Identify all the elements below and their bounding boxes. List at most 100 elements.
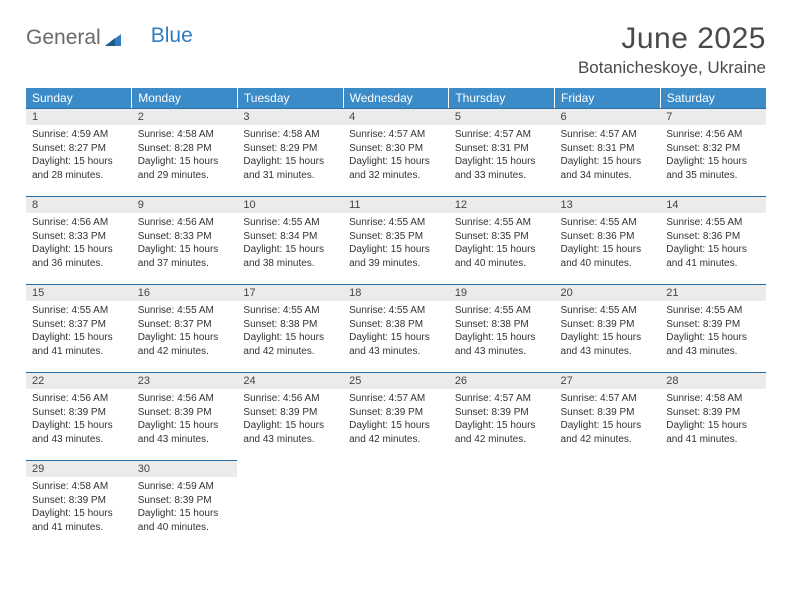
day-details: Sunrise: 4:57 AMSunset: 8:39 PMDaylight:… bbox=[449, 389, 555, 446]
daylight-line: Daylight: 15 hours and 40 minutes. bbox=[138, 507, 232, 534]
header: General Blue June 2025 Botanicheskoye, U… bbox=[26, 22, 766, 78]
sunset-line: Sunset: 8:37 PM bbox=[32, 318, 126, 332]
calendar-cell: 22 Sunrise: 4:56 AMSunset: 8:39 PMDayligh… bbox=[26, 372, 132, 460]
day-number: 8 bbox=[26, 196, 132, 213]
sunset-line: Sunset: 8:34 PM bbox=[243, 230, 337, 244]
sunrise-line: Sunrise: 4:55 AM bbox=[243, 304, 337, 318]
sunset-line: Sunset: 8:37 PM bbox=[138, 318, 232, 332]
day-details: Sunrise: 4:56 AMSunset: 8:39 PMDaylight:… bbox=[132, 389, 238, 446]
day-details: Sunrise: 4:55 AMSunset: 8:38 PMDaylight:… bbox=[343, 301, 449, 358]
sunset-line: Sunset: 8:39 PM bbox=[349, 406, 443, 420]
calendar-cell: 26Sunrise: 4:57 AMSunset: 8:39 PMDayligh… bbox=[449, 372, 555, 460]
day-details: Sunrise: 4:56 AMSunset: 8:33 PMDaylight:… bbox=[132, 213, 238, 270]
daylight-line: Daylight: 15 hours and 28 minutes. bbox=[32, 155, 126, 182]
day-number: 3 bbox=[237, 108, 343, 125]
day-number: 2 bbox=[132, 108, 238, 125]
daylight-line: Daylight: 15 hours and 43 minutes. bbox=[243, 419, 337, 446]
sunrise-line: Sunrise: 4:55 AM bbox=[349, 304, 443, 318]
sunset-line: Sunset: 8:30 PM bbox=[349, 142, 443, 156]
sunset-line: Sunset: 8:35 PM bbox=[455, 230, 549, 244]
sunset-line: Sunset: 8:33 PM bbox=[138, 230, 232, 244]
day-details: Sunrise: 4:57 AMSunset: 8:39 PMDaylight:… bbox=[555, 389, 661, 446]
calendar-cell: 15Sunrise: 4:55 AMSunset: 8:37 PMDayligh… bbox=[26, 284, 132, 372]
sunset-line: Sunset: 8:39 PM bbox=[666, 406, 760, 420]
calendar-cell: 16Sunrise: 4:55 AMSunset: 8:37 PMDayligh… bbox=[132, 284, 238, 372]
calendar-cell: 30Sunrise: 4:59 AMSunset: 8:39 PMDayligh… bbox=[132, 460, 238, 548]
sunrise-line: Sunrise: 4:56 AM bbox=[666, 128, 760, 142]
sunset-line: Sunset: 8:35 PM bbox=[349, 230, 443, 244]
logo-text-blue: Blue bbox=[151, 24, 193, 48]
sunrise-line: Sunrise: 4:56 AM bbox=[32, 216, 126, 230]
day-details: Sunrise: 4:55 AMSunset: 8:38 PMDaylight:… bbox=[449, 301, 555, 358]
sunset-line: Sunset: 8:39 PM bbox=[455, 406, 549, 420]
calendar-cell: 17Sunrise: 4:55 AMSunset: 8:38 PMDayligh… bbox=[237, 284, 343, 372]
sunset-line: Sunset: 8:27 PM bbox=[32, 142, 126, 156]
sunrise-line: Sunrise: 4:58 AM bbox=[138, 128, 232, 142]
day-number: 21 bbox=[660, 284, 766, 301]
day-number: 4 bbox=[343, 108, 449, 125]
sunrise-line: Sunrise: 4:55 AM bbox=[455, 216, 549, 230]
daylight-line: Daylight: 15 hours and 43 minutes. bbox=[349, 331, 443, 358]
sunrise-line: Sunrise: 4:56 AM bbox=[32, 392, 126, 406]
calendar-row: 15Sunrise: 4:55 AMSunset: 8:37 PMDayligh… bbox=[26, 284, 766, 372]
sunrise-line: Sunrise: 4:57 AM bbox=[349, 128, 443, 142]
day-details: Sunrise: 4:55 AMSunset: 8:35 PMDaylight:… bbox=[343, 213, 449, 270]
day-details: Sunrise: 4:55 AMSunset: 8:39 PMDaylight:… bbox=[660, 301, 766, 358]
day-number: 5 bbox=[449, 108, 555, 125]
sunrise-line: Sunrise: 4:57 AM bbox=[349, 392, 443, 406]
calendar-cell: 19Sunrise: 4:55 AMSunset: 8:38 PMDayligh… bbox=[449, 284, 555, 372]
calendar-cell: 5Sunrise: 4:57 AMSunset: 8:31 PMDaylight… bbox=[449, 108, 555, 196]
day-number: 10 bbox=[237, 196, 343, 213]
sunset-line: Sunset: 8:39 PM bbox=[32, 406, 126, 420]
day-details: Sunrise: 4:57 AMSunset: 8:31 PMDaylight:… bbox=[449, 125, 555, 182]
daylight-line: Daylight: 15 hours and 42 minutes. bbox=[349, 419, 443, 446]
day-number: 6 bbox=[555, 108, 661, 125]
calendar-cell bbox=[449, 460, 555, 548]
sunset-line: Sunset: 8:28 PM bbox=[138, 142, 232, 156]
day-details: Sunrise: 4:59 AMSunset: 8:39 PMDaylight:… bbox=[132, 477, 238, 534]
calendar-row: 22Sunrise: 4:56 AMSunset: 8:39 PMDayligh… bbox=[26, 372, 766, 460]
sunset-line: Sunset: 8:36 PM bbox=[561, 230, 655, 244]
calendar-cell bbox=[555, 460, 661, 548]
daylight-line: Daylight: 15 hours and 31 minutes. bbox=[243, 155, 337, 182]
day-details: Sunrise: 4:58 AMSunset: 8:29 PMDaylight:… bbox=[237, 125, 343, 182]
day-details: Sunrise: 4:56 AMSunset: 8:32 PMDaylight:… bbox=[660, 125, 766, 182]
day-number: 26 bbox=[449, 372, 555, 389]
sunrise-line: Sunrise: 4:58 AM bbox=[243, 128, 337, 142]
day-details: Sunrise: 4:57 AMSunset: 8:39 PMDaylight:… bbox=[343, 389, 449, 446]
calendar-cell: 18Sunrise: 4:55 AMSunset: 8:38 PMDayligh… bbox=[343, 284, 449, 372]
daylight-line: Daylight: 15 hours and 42 minutes. bbox=[561, 419, 655, 446]
daylight-line: Daylight: 15 hours and 41 minutes. bbox=[666, 243, 760, 270]
daylight-line: Daylight: 15 hours and 43 minutes. bbox=[666, 331, 760, 358]
sunset-line: Sunset: 8:38 PM bbox=[349, 318, 443, 332]
daylight-line: Daylight: 15 hours and 43 minutes. bbox=[138, 419, 232, 446]
day-details: Sunrise: 4:59 AMSunset: 8:27 PMDaylight:… bbox=[26, 125, 132, 182]
daylight-line: Daylight: 15 hours and 40 minutes. bbox=[561, 243, 655, 270]
sunrise-line: Sunrise: 4:55 AM bbox=[666, 304, 760, 318]
day-number: 20 bbox=[555, 284, 661, 301]
calendar-cell: 2Sunrise: 4:58 AMSunset: 8:28 PMDaylight… bbox=[132, 108, 238, 196]
day-details: Sunrise: 4:55 AMSunset: 8:35 PMDaylight:… bbox=[449, 213, 555, 270]
day-number: 30 bbox=[132, 460, 238, 477]
calendar-cell: 27Sunrise: 4:57 AMSunset: 8:39 PMDayligh… bbox=[555, 372, 661, 460]
sunset-line: Sunset: 8:36 PM bbox=[666, 230, 760, 244]
calendar-cell: 8Sunrise: 4:56 AMSunset: 8:33 PMDaylight… bbox=[26, 196, 132, 284]
day-details: Sunrise: 4:56 AMSunset: 8:39 PMDaylight:… bbox=[237, 389, 343, 446]
day-number: 18 bbox=[343, 284, 449, 301]
day-number: 16 bbox=[132, 284, 238, 301]
day-number: 7 bbox=[660, 108, 766, 125]
day-number: 22 bbox=[26, 372, 132, 389]
daylight-line: Daylight: 15 hours and 43 minutes. bbox=[32, 419, 126, 446]
calendar-row: 8Sunrise: 4:56 AMSunset: 8:33 PMDaylight… bbox=[26, 196, 766, 284]
weekday-header: Monday bbox=[132, 88, 238, 108]
day-details: Sunrise: 4:57 AMSunset: 8:31 PMDaylight:… bbox=[555, 125, 661, 182]
daylight-line: Daylight: 15 hours and 33 minutes. bbox=[455, 155, 549, 182]
calendar-cell: 7Sunrise: 4:56 AMSunset: 8:32 PMDaylight… bbox=[660, 108, 766, 196]
logo-sail-icon bbox=[103, 30, 123, 46]
sunrise-line: Sunrise: 4:59 AM bbox=[138, 480, 232, 494]
weekday-header: Saturday bbox=[660, 88, 766, 108]
day-number: 14 bbox=[660, 196, 766, 213]
calendar-row: 1Sunrise: 4:59 AMSunset: 8:27 PMDaylight… bbox=[26, 108, 766, 196]
sunset-line: Sunset: 8:39 PM bbox=[561, 318, 655, 332]
day-details: Sunrise: 4:58 AMSunset: 8:39 PMDaylight:… bbox=[660, 389, 766, 446]
